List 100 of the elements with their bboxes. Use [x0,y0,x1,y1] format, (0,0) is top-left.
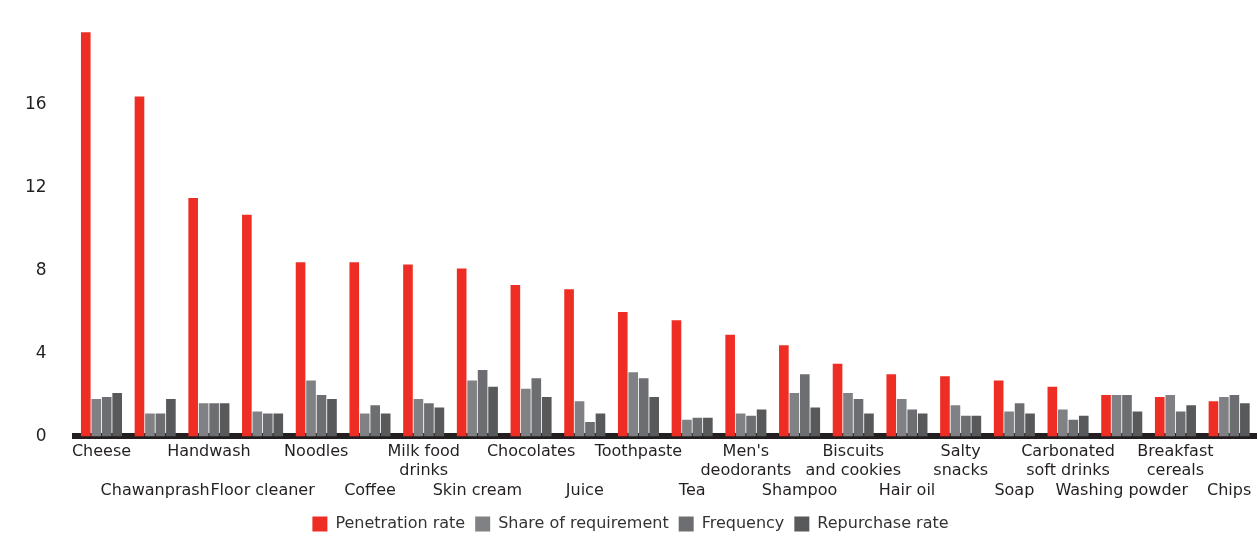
bar [101,397,112,437]
bar [746,415,756,437]
bar [756,409,767,437]
bar [349,262,360,437]
x-tick-label: Toothpaste [593,441,683,461]
bar [843,392,853,437]
bar [145,413,155,437]
bar [327,399,337,437]
bar [209,403,219,437]
bar [692,417,703,437]
x-tick-label: Breakfast cereals [1137,441,1214,480]
bar [1101,394,1111,437]
bar [832,363,843,437]
bar [1240,403,1250,437]
y-tick-label: 0 [35,424,47,445]
bar [1175,411,1186,437]
x-tick-label: Shampoo [761,479,838,499]
y-tick-label: 16 [24,93,47,114]
bar [1229,394,1240,437]
bar [316,394,327,437]
bar [541,397,552,437]
x-tick-label: Milk food drinks [387,441,460,480]
bar [993,380,1004,437]
bar [853,399,864,437]
bar [564,289,574,437]
bar [91,399,102,437]
bar [799,374,810,437]
bar [155,413,166,437]
bar [1004,411,1014,437]
bar [521,388,531,437]
bar [1014,403,1025,437]
x-tick-label: Handwash [167,441,251,461]
x-tick-label: Skin cream [432,479,523,499]
x-tick-label: Tea [677,479,706,499]
y-tick-label: 4 [35,341,47,362]
bar [950,405,961,437]
bar [810,407,821,437]
bar [638,378,649,437]
bar [779,345,789,437]
legend-label: Penetration rate [335,513,466,533]
bar [1111,394,1122,437]
bar [134,96,145,437]
bar [198,403,209,437]
bar [1058,409,1068,437]
bar [735,413,746,437]
legend-label: Repurchase rate [817,513,949,533]
bar [1122,394,1132,437]
bar [434,407,445,437]
x-tick-label: Chips [1207,479,1252,499]
bar [585,421,595,437]
legend-label: Frequency [701,513,785,533]
bar [1154,397,1165,437]
bar [628,372,639,437]
bar [886,374,897,437]
bar [671,320,682,437]
bar [574,401,585,437]
x-tick-label: Chawanprash [100,479,210,499]
bar [940,376,950,437]
bar [1165,394,1176,437]
bar [971,415,982,437]
bar [263,413,273,437]
x-tick-label: Men's deodorants [700,441,792,480]
x-tick-label: Coffee [344,479,396,499]
legend-label: Share of requirement [498,513,669,533]
bar [682,419,692,437]
bar [1186,405,1196,437]
bar [370,405,381,437]
x-tick-label: Juice [564,479,604,499]
x-tick-label: Salty snacks [933,441,988,480]
bar [424,403,434,437]
bar [80,32,91,437]
bar [252,411,263,437]
bar [789,392,800,437]
bar [359,413,370,437]
x-tick-label: Soap [994,479,1035,499]
x-tick-label: Carbonated soft drinks [1021,441,1115,480]
bar [531,378,542,437]
bar [380,413,391,437]
bar [649,397,659,437]
bar [188,198,198,437]
bar [907,409,918,437]
bar [595,413,606,437]
bar [1047,386,1058,437]
x-tick-label: Floor cleaner [210,479,316,499]
bar [917,413,928,437]
x-tick-label: Hair oil [878,479,936,499]
bar [725,334,735,437]
x-tick-label: Cheese [71,441,132,461]
bar [1078,415,1089,437]
bar [456,268,467,437]
bar [961,415,971,437]
y-tick-label: 8 [35,259,47,280]
bar [273,413,284,437]
bar [467,380,477,437]
bar [306,380,316,437]
bar [112,392,123,437]
x-tick-label: Biscuits and cookies [805,441,901,480]
bar [1208,401,1219,437]
x-tick-label: Chocolates [486,441,576,461]
bar [413,399,424,437]
